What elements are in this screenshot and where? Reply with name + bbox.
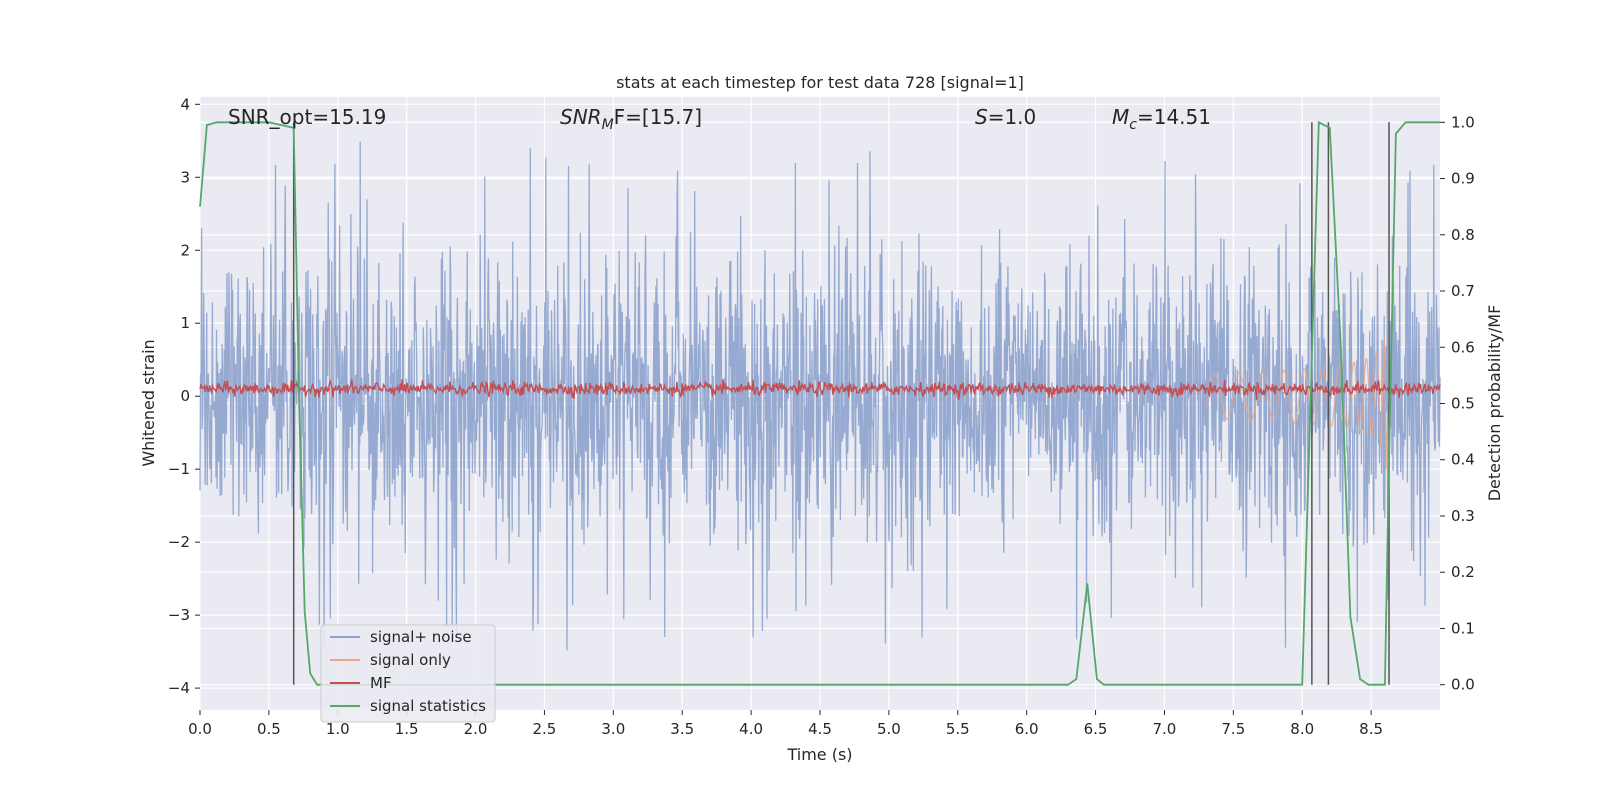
y2-tick-label: 0.0 [1451,676,1475,694]
x-tick-label: 7.0 [1153,720,1177,738]
y-axis-label: Whitened strain [139,339,158,466]
y2-tick-label: 0.2 [1451,563,1475,581]
y2-tick-label: 0.8 [1451,226,1475,244]
y-tick-label: 1 [180,314,190,332]
y-tick-label: 3 [180,168,190,186]
y-tick-label: −3 [168,606,190,624]
y-tick-label: −1 [168,460,190,478]
chart-title: stats at each timestep for test data 728… [616,73,1024,92]
x-tick-label: 8.0 [1290,720,1314,738]
mc-symbol: M [1112,105,1129,129]
y2-tick-label: 0.5 [1451,395,1475,413]
mf-series [199,379,1441,401]
legend-label: signal only [370,651,451,669]
mf-line [199,379,1441,401]
legend-label: MF [370,674,392,692]
y-axis-ticks: 4 3 2 1 0 −1 −2 −3 −4 [168,95,200,697]
x-tick-label: 0.5 [257,720,281,738]
x-tick-label: 2.5 [533,720,557,738]
x-tick-label: 1.5 [395,720,419,738]
signal-only-line [1205,337,1388,470]
y-tick-label: 4 [180,95,190,113]
x-tick-label: 6.5 [1084,720,1108,738]
y2-tick-label: 1.0 [1451,113,1475,131]
snr-mf-suffix: F=[15.7] [614,105,702,129]
s-annotation: S=1.0 [975,105,1036,129]
mc-subscript: c [1129,117,1137,133]
x-tick-label: 5.5 [946,720,970,738]
x-tick-label: 1.0 [326,720,350,738]
legend: signal+ noise signal only MF signal statist… [320,624,496,723]
y2-tick-label: 0.3 [1451,507,1475,525]
y2-tick-label: 0.4 [1451,451,1475,469]
y2-axis-ticks: 1.0 0.9 0.8 0.7 0.6 0.5 0.4 0.3 0.2 0.1 0.0 [1440,113,1475,694]
snr-mf-annotation: SNRMF=[15.7] [560,105,702,133]
x-tick-label: 6.0 [1015,720,1039,738]
y2-tick-label: 0.1 [1451,619,1475,637]
y2-tick-label: 0.7 [1451,282,1475,300]
y-tick-label: 0 [180,387,190,405]
snr-opt-annotation: SNR_opt=15.19 [228,105,386,129]
y2-tick-label: 0.6 [1451,338,1475,356]
x-axis-label: Time (s) [786,745,852,764]
x-tick-label: 3.0 [601,720,625,738]
snr-mf-prefix: SNR [560,105,602,129]
signal-only-series [1205,337,1388,470]
x-tick-label: 8.5 [1359,720,1383,738]
x-tick-label: 4.0 [739,720,763,738]
x-tick-label: 5.0 [877,720,901,738]
y-tick-label: −2 [168,533,190,551]
signal-statistics-line [199,120,1440,686]
s-value: =1.0 [988,105,1037,129]
vertical-markers [292,122,1390,685]
x-tick-label: 0.0 [188,720,212,738]
mc-annotation: Mc=14.51 [1112,105,1211,133]
y2-tick-label: 0.9 [1451,170,1475,188]
signal-statistics-series [199,120,1440,686]
x-tick-label: 3.5 [670,720,694,738]
x-axis-ticks: 0.0 0.5 1.0 1.5 2.0 2.5 3.0 3.5 4.0 4.5 5.0 5.5 6.0 6… [188,710,1383,738]
y2-axis-label: Detection probability/MF [1485,305,1504,502]
y-tick-label: −4 [168,679,190,697]
legend-label: signal statistics [370,697,486,715]
x-tick-label: 7.5 [1221,720,1245,738]
legend-label: signal+ noise [370,628,472,646]
mc-value: =14.51 [1137,105,1211,129]
x-tick-label: 4.5 [808,720,832,738]
y-tick-label: 2 [180,241,190,259]
snr-mf-subscript: M [602,117,614,133]
legend-box [320,624,496,723]
x-tick-label: 2.0 [464,720,488,738]
s-symbol: S [975,105,988,129]
